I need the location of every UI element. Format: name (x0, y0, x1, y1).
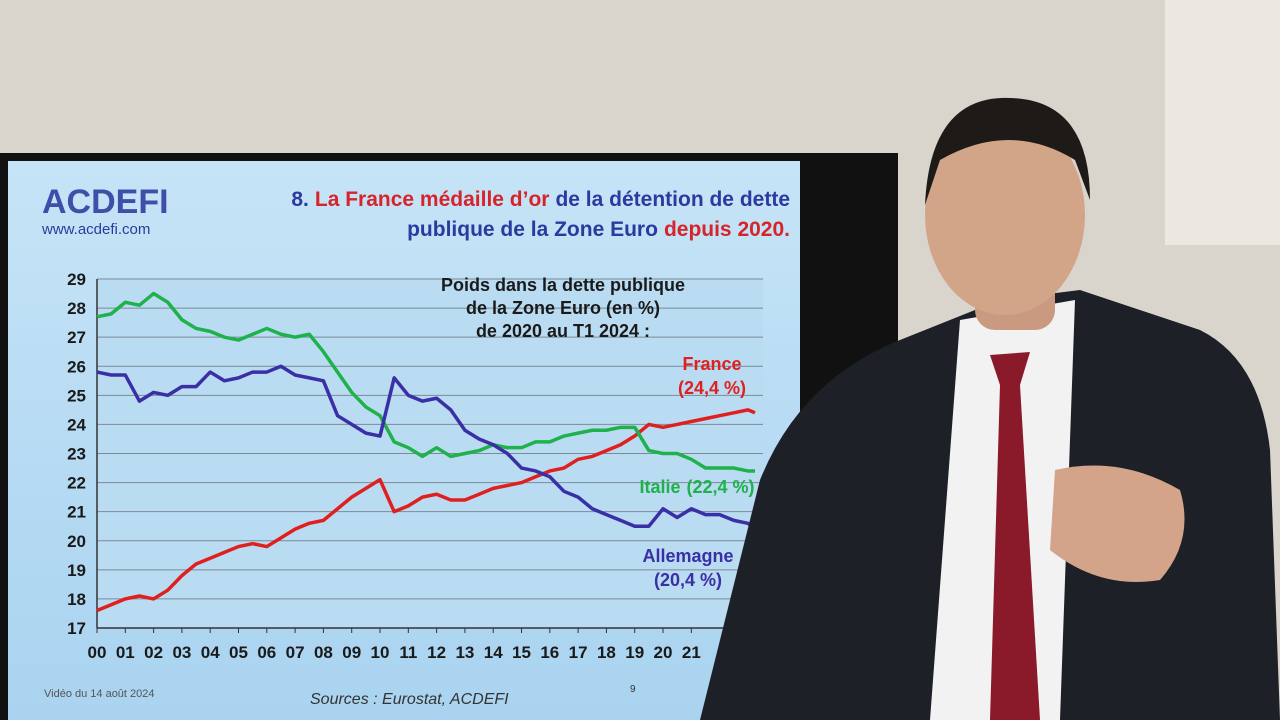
x-tick-label: 19 (625, 643, 644, 662)
y-tick-label: 27 (67, 328, 86, 347)
plot: 17 18 19 20 21 22 23 24 25 26 27 28 29 00 01 02 03 04 05 06… (67, 270, 763, 662)
title-part: publique de la Zone Euro (407, 218, 658, 241)
logo: ACDEFI (42, 183, 169, 221)
y-tick-label: 23 (67, 445, 86, 464)
chart-annotation: Poids dans la dette publique (441, 275, 685, 295)
y-tick-label: 26 (67, 357, 86, 376)
series-line (96, 291, 755, 473)
title-part: La France médaille d’or (315, 188, 550, 211)
x-tick-label: 16 (540, 643, 559, 662)
x-tick-label: 17 (569, 643, 588, 662)
x-tick-label: 20 (654, 643, 673, 662)
x-tick-label: 12 (427, 643, 446, 662)
chart-annotation: de la Zone Euro (en %) (466, 298, 660, 318)
slide-title: 8. La France médaille d’or de la détention… (291, 188, 790, 211)
title-part: 8. (291, 188, 309, 211)
y-tick-label: 18 (67, 590, 86, 609)
slide-title: publique de la Zone Euro depuis 2020. (407, 218, 790, 241)
y-tick-label: 21 (67, 503, 86, 522)
series-name: Allemagne (642, 546, 733, 566)
x-tick-label: 09 (342, 643, 361, 662)
footer-sources: Sources : Eurostat, ACDEFI (310, 691, 509, 708)
series-name: France (682, 354, 741, 374)
title-part: depuis 2020. (664, 218, 790, 241)
x-tick-label: 03 (172, 643, 191, 662)
series-label: France (24,4 %) (678, 354, 746, 398)
website: www.acdefi.com (41, 221, 150, 238)
title-part: de la détention de dette (555, 188, 790, 211)
y-tick-label: 22 (67, 474, 86, 493)
x-tick-label: 10 (371, 643, 390, 662)
y-tick-label: 29 (67, 270, 86, 289)
page-number: 9 (630, 684, 636, 695)
x-tick-label: 00 (88, 643, 107, 662)
x-tick-label: 13 (455, 643, 474, 662)
x-tick-label: 21 (682, 643, 701, 662)
x-tick-label: 01 (116, 643, 135, 662)
x-tick-label: 15 (512, 643, 531, 662)
series-line (96, 364, 757, 531)
series-end-label: (22,4 %) (687, 477, 755, 497)
series-label: Italie (22,4 %) (639, 477, 754, 497)
footer-date: Vidéo du 14 août 2024 (44, 688, 155, 700)
x-tick-label: 11 (399, 643, 417, 662)
y-tick-label: 24 (67, 415, 86, 434)
x-tick-label: 07 (286, 643, 305, 662)
person (700, 97, 1280, 720)
series-end-label: (20,4 %) (654, 570, 722, 590)
y-tick-label: 25 (67, 386, 86, 405)
x-tick-label: 18 (597, 643, 616, 662)
y-tick-label: 17 (67, 619, 86, 638)
x-tick-label: 02 (144, 643, 163, 662)
x-tick-label: 14 (484, 643, 503, 662)
y-tick-label: 28 (67, 299, 86, 318)
series-end-label: (24,4 %) (678, 378, 746, 398)
series-name: Italie (639, 477, 680, 497)
x-tick-label: 06 (257, 643, 276, 662)
series-label: Allemagne (20,4 %) (642, 546, 733, 590)
chart-annotation: de 2020 au T1 2024 : (476, 321, 650, 341)
y-tick-label: 19 (67, 561, 86, 580)
x-tick-label: 04 (201, 643, 220, 662)
x-tick-label: 05 (229, 643, 248, 662)
x-tick-label: 08 (314, 643, 333, 662)
series-line (96, 408, 756, 613)
y-tick-label: 20 (67, 532, 86, 551)
shelf (1165, 0, 1280, 245)
